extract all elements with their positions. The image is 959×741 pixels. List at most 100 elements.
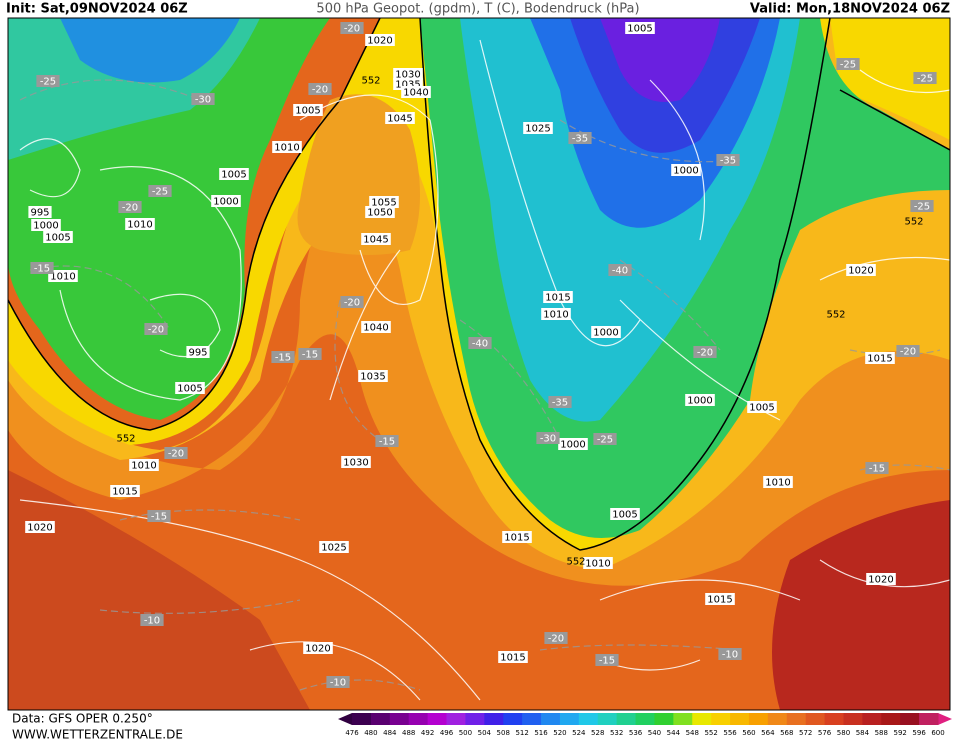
pressure-label-box [358,370,388,382]
pressure-label-box [671,164,701,176]
scale-swatch [654,713,674,725]
geopotential-label: 552 [361,76,380,87]
field-blue [60,18,240,83]
scale-swatch [597,713,618,725]
temperature-label: -15 [599,656,615,667]
scale-swatch [805,713,826,725]
scale-swatch [541,713,561,725]
pressure-label: 1035 [395,80,420,91]
field-warm [772,500,950,710]
scale-label: 504 [478,729,492,737]
scale-swatch [900,713,920,725]
scale-swatch [786,713,807,725]
temperature-label-box [693,346,717,358]
scale-label: 584 [856,729,870,737]
pressure-label: 1015 [867,354,892,365]
temperature-label: -20 [697,348,713,359]
pressure-label-box [541,308,571,320]
pressure-label-box [28,206,52,218]
pressure-label-box [591,326,621,338]
scale-label: 544 [667,729,681,737]
temperature-label: -35 [552,398,568,409]
field-yellow [830,18,950,140]
pressure-label: 1025 [525,124,550,135]
temperature-label: -20 [548,634,564,645]
pressure-label: 1020 [27,523,52,534]
temperature-label-box [140,614,164,626]
temperature-label-box [865,462,889,474]
pressure-label: 1000 [593,328,618,339]
temperature-label: -30 [540,434,556,445]
temperature-label: -25 [914,202,930,213]
scale-swatch [748,713,769,725]
pressure-label-box [558,438,588,450]
pressure-label-box [523,122,553,134]
scale-swatch [843,713,863,725]
temperature-label-box [118,201,142,213]
temperature-label-box [298,348,322,360]
scale-label: 488 [402,729,415,737]
temperature-label-box [148,185,172,197]
pressure-label: 1045 [363,235,388,246]
scale-swatch [730,713,750,725]
pressure-label-box [365,206,395,218]
geopotential-label: 552 [116,434,135,445]
scale-label: 520 [553,729,566,737]
pressure-label: 1050 [367,208,392,219]
pressure-label-box [293,104,323,116]
scale-label: 600 [931,729,944,737]
pressure-label: 1010 [543,310,568,321]
pressure-label: 1015 [500,653,525,664]
pressure-label-box [543,291,573,303]
temperature-label-box [568,132,592,144]
scale-label: 540 [648,729,661,737]
scale-swatch [484,713,504,725]
temperature-label: -25 [152,187,168,198]
temperature-label: -25 [840,60,856,71]
scale-label: 532 [610,729,623,737]
map-labels: 1020100510301035104010051010104510251000… [25,22,937,689]
pressure-label: 1030 [395,70,420,81]
pressure-label: 1045 [387,114,412,125]
website: WWW.WETTERZENTRALE.DE [12,728,183,741]
temperature-label-box [340,296,364,308]
map-fields [8,18,950,710]
temperature-label-box [30,262,54,274]
scale-label: 580 [837,729,850,737]
pressure-label: 1010 [765,478,790,489]
pressure-label-box [175,382,205,394]
scale-swatch [673,713,693,725]
pressure-label: 1020 [868,575,893,586]
temperature-label-box [910,200,934,212]
temperature-label-box [913,72,937,84]
temperature-label: -20 [900,347,916,358]
pressure-label-box [866,573,896,585]
pressure-label: 1020 [367,36,392,47]
scale-label: 592 [894,729,907,737]
pressure-label-box [129,459,159,471]
temperature-label: -25 [40,77,56,88]
temperature-label-box [536,432,560,444]
scale-label: 480 [364,729,377,737]
field-purple [600,18,720,102]
scale-swatch [503,713,523,725]
temperature-label-box [836,58,860,70]
scale-swatch [711,713,731,725]
scale-label: 588 [875,729,888,737]
pressure-label: 1005 [749,403,774,414]
scale-label: 508 [497,729,510,737]
temperature-label: -10 [144,616,160,627]
temperature-label-box [271,351,295,363]
scale-label: 556 [723,729,737,737]
temperature-label: -25 [917,74,933,85]
pressure-label: 1000 [560,440,585,451]
pressure-label-box [846,264,876,276]
pressure-label-box [393,68,423,80]
pressure-label-box [401,86,431,98]
scale-label: 560 [742,729,755,737]
temperature-label-box [468,337,492,349]
pressure-label-box [341,456,371,468]
pressure-label: 1005 [45,233,70,244]
temperature-label-box [548,396,572,408]
